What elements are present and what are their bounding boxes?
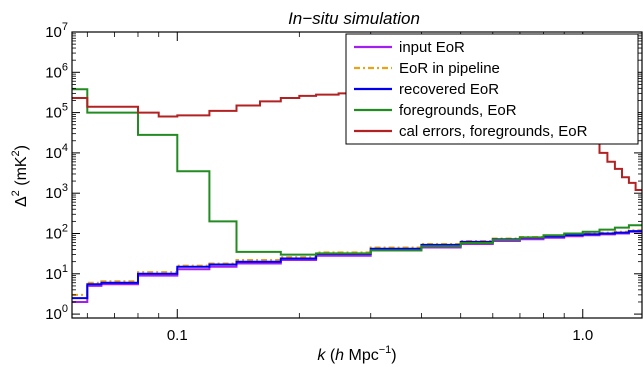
- legend-box: [345, 33, 639, 145]
- y-tick-label: 104: [45, 142, 68, 162]
- y-tick-base: 10: [45, 105, 62, 122]
- y-tick-label: 103: [45, 182, 68, 202]
- x-axis-label-h: h: [335, 347, 344, 364]
- series-line-0: [72, 230, 642, 303]
- y-axis-label-unit: (mK: [13, 156, 30, 190]
- y-tick-exp: 0: [62, 303, 68, 315]
- y-tick-label: 101: [45, 263, 68, 283]
- y-tick-label: 102: [45, 222, 68, 242]
- y-tick-label: 100: [45, 303, 68, 323]
- y-tick-base: 10: [45, 185, 62, 202]
- y-axis-label: Δ2 (mK2): [10, 145, 30, 207]
- y-tick-exp: 3: [62, 182, 68, 194]
- x-axis-label-unit: Mpc: [344, 347, 379, 364]
- y-tick-label: 106: [45, 61, 68, 81]
- series-line-2: [72, 230, 642, 300]
- y-tick-exp: 4: [62, 142, 68, 154]
- y-tick-label: 105: [45, 102, 68, 122]
- y-tick-exp: 6: [62, 61, 68, 73]
- legend-label-0: input EoR: [399, 39, 465, 56]
- legend: input EoR EoR in pipeline recovered EoR for…: [345, 33, 639, 145]
- y-tick-base: 10: [45, 225, 62, 242]
- series-line-3: [72, 88, 642, 256]
- y-tick-exp: 1: [62, 263, 68, 275]
- legend-label-3: foregrounds, EoR: [399, 102, 517, 119]
- y-tick-base: 10: [45, 145, 62, 162]
- legend-label-1: EoR in pipeline: [399, 60, 500, 77]
- y-tick-exp: 7: [62, 21, 68, 33]
- y-tick-label: 107: [45, 21, 68, 41]
- x-axis-label-exp: −1: [379, 344, 392, 356]
- legend-label-2: recovered EoR: [399, 81, 499, 98]
- x-axis-label-open: (: [325, 347, 335, 364]
- chart-title: In−situ simulation: [288, 9, 420, 28]
- y-axis-label-close: ): [13, 145, 30, 150]
- y-tick-base: 10: [45, 64, 62, 81]
- legend-label-4: cal errors, foregrounds, EoR: [399, 123, 588, 140]
- y-tick-exp: 2: [62, 222, 68, 234]
- y-tick-base: 10: [45, 306, 62, 323]
- y-axis-label-delta: Δ: [13, 196, 30, 207]
- y-tick-base: 10: [45, 266, 62, 283]
- y-tick-base: 10: [45, 24, 62, 41]
- y-axis-label-sq: 2: [10, 190, 22, 196]
- series-line-1: [72, 229, 642, 296]
- plot-frame: [71, 31, 643, 319]
- x-tick-label: 0.1: [167, 327, 188, 344]
- x-axis-label-close: ): [391, 347, 396, 364]
- y-axis-label-sq2: 2: [10, 150, 22, 156]
- x-axis-label: k (h Mpc−1): [317, 344, 396, 364]
- x-axis-label-k: k: [317, 347, 326, 364]
- y-tick-exp: 5: [62, 102, 68, 114]
- x-tick-label: 1.0: [572, 327, 593, 344]
